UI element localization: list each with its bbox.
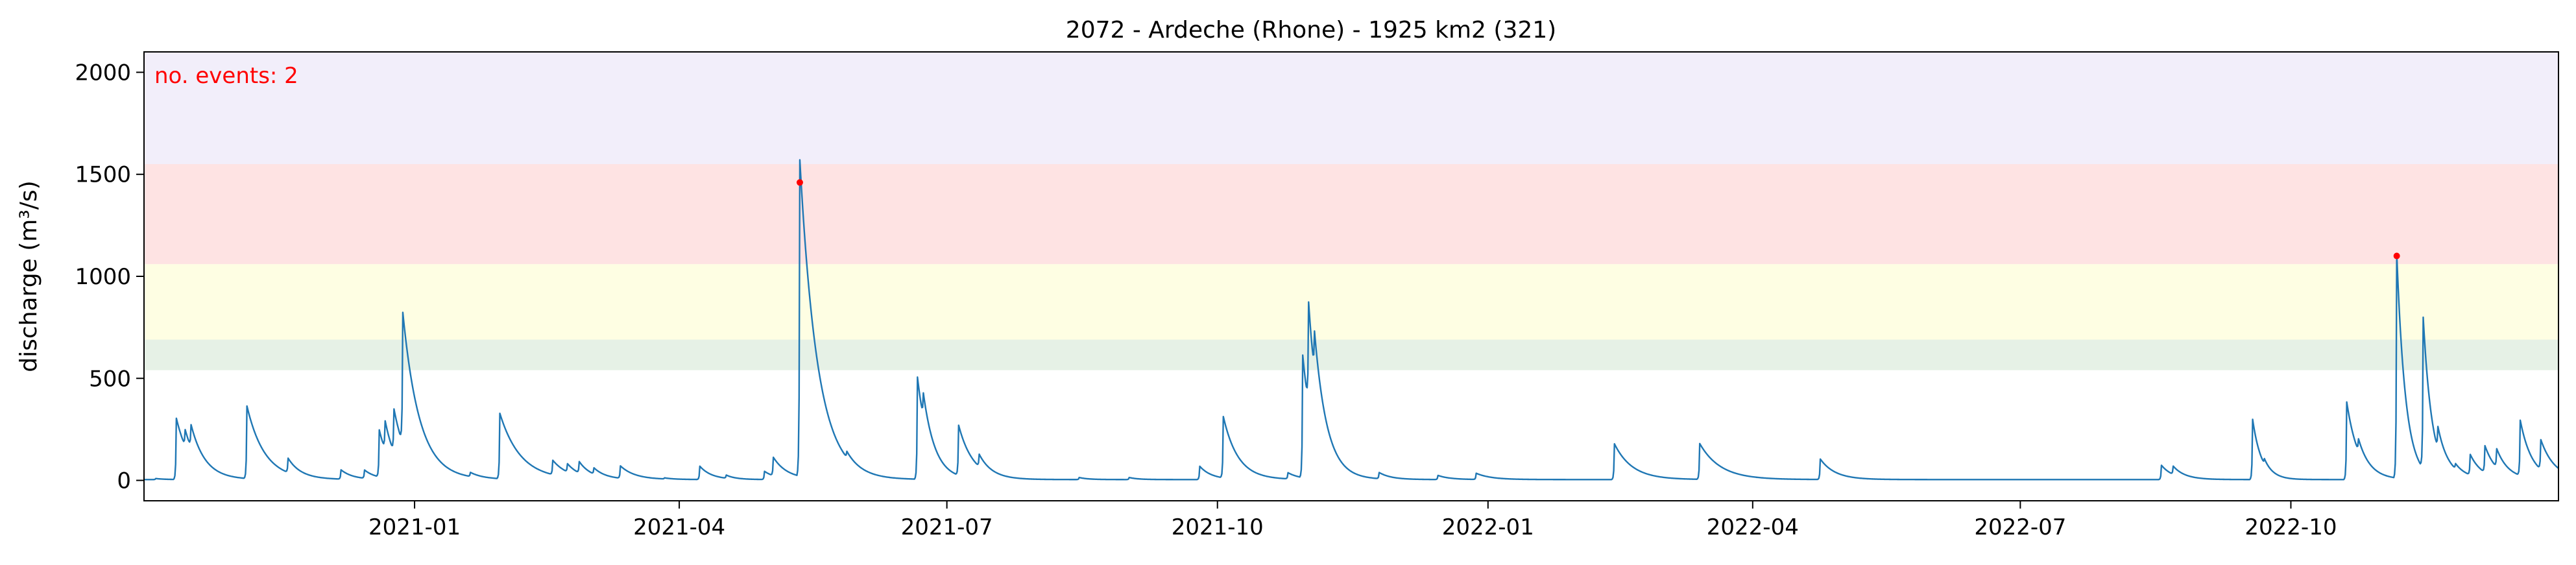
x-axis: 2021-01 2021-04 2021-07 2021-10 2022-01 2022-… (368, 501, 2337, 540)
discharge-series-line-1 (143, 159, 2559, 481)
threshold-band-1 (144, 339, 2558, 370)
chart-title: 2072 - Ardeche (Rhone) - 1925 km2 (321) (1066, 17, 1556, 43)
x-tick-label: 2021-04 (633, 514, 725, 540)
x-tick-label: 2021-10 (1172, 514, 1264, 540)
y-tick-label: 500 (89, 366, 131, 392)
threshold-band-2 (144, 264, 2558, 340)
x-tick-label: 2021-07 (901, 514, 993, 540)
series-layer (143, 159, 2559, 481)
y-tick-label: 0 (117, 468, 131, 494)
event-count-annotation: no. events: 2 (154, 63, 298, 89)
x-tick-label: 2022-01 (1442, 514, 1534, 540)
event-markers (796, 179, 2400, 259)
threshold-bands (144, 52, 2558, 370)
y-tick-label: 1500 (75, 162, 131, 188)
threshold-band-4 (144, 52, 2558, 164)
y-axis: 0 500 1000 1500 2000 (75, 60, 144, 494)
y-axis-label: discharge (m³/s) (16, 180, 42, 372)
y-tick-label: 1000 (75, 264, 131, 290)
y-tick-label: 2000 (75, 60, 131, 86)
threshold-band-3 (144, 164, 2558, 265)
x-tick-label: 2022-07 (1974, 514, 2066, 540)
event-marker-1 (796, 179, 803, 186)
x-tick-label: 2022-04 (1707, 514, 1799, 540)
event-marker-2 (2393, 252, 2400, 259)
x-tick-label: 2021-01 (368, 514, 461, 540)
x-tick-label: 2022-10 (2245, 514, 2337, 540)
